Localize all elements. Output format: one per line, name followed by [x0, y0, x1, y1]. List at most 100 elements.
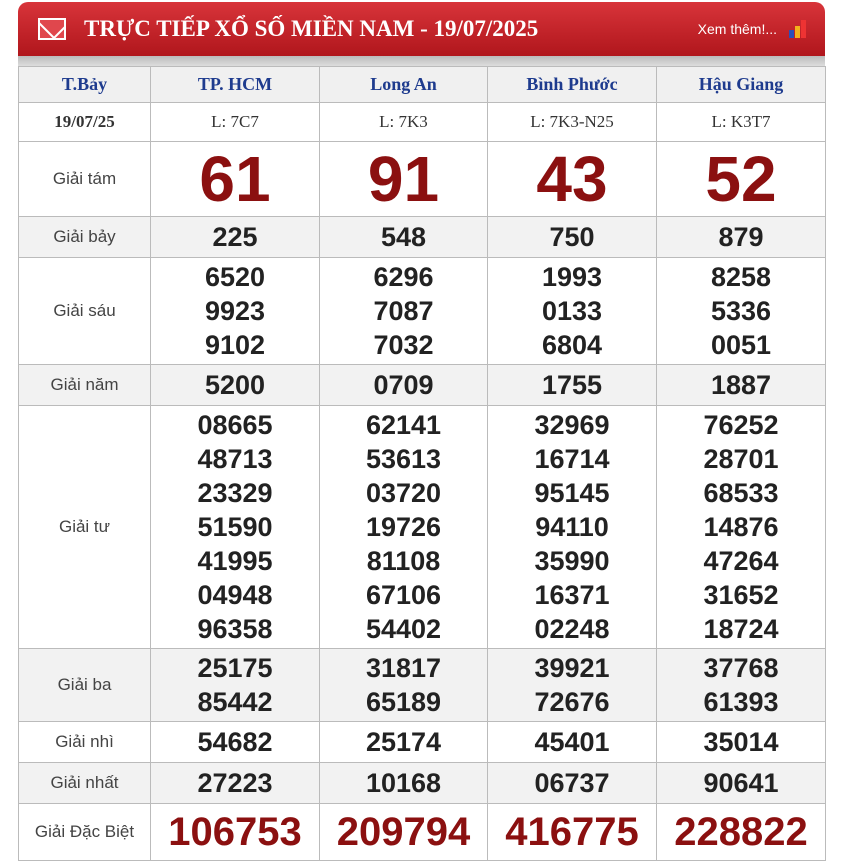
mail-icon	[38, 18, 66, 40]
prize-number: 14876	[703, 512, 779, 542]
prize-number: 68533	[703, 478, 779, 508]
province-header-row: T.Bảy TP. HCM Long An Bình Phước Hậu Gia…	[18, 66, 826, 103]
prize-cell: 37768 61393	[656, 648, 826, 722]
prize-row: Giải tư 08665 48713 23329 51590 41995 04948 963…	[18, 405, 826, 649]
prize-cell: 27223	[150, 762, 320, 804]
prize-number: 95145	[534, 478, 610, 508]
prize-label: Giải nhì	[18, 721, 151, 763]
prize-number: 65189	[365, 687, 442, 717]
prize-number: 28701	[703, 444, 779, 474]
prize-number: 6520	[204, 262, 266, 292]
prize-cell: 62141 53613 03720 19726 81108 67106 54402	[319, 405, 488, 649]
prize-cell: 08665 48713 23329 51590 41995 04948 96358	[150, 405, 320, 649]
prize-cell: 548	[319, 216, 488, 258]
prize-number: 54402	[365, 614, 442, 644]
prize-number: 7087	[373, 296, 434, 326]
prize-cell: 416775	[487, 803, 657, 861]
prize-number: 1887	[710, 370, 772, 400]
prize-cell: 35014	[656, 721, 826, 763]
prize-cell: 54682	[150, 721, 320, 763]
ticket-code: L: 7K3-N25	[487, 102, 657, 142]
province-name[interactable]: Long An	[319, 66, 488, 103]
prize-cell: 1993 0133 6804	[487, 257, 657, 365]
prize-number: 35014	[703, 727, 779, 757]
prize-number: 225	[212, 222, 258, 252]
day-label: T.Bảy	[18, 66, 151, 103]
prize-number: 91	[367, 143, 440, 215]
prize-cell: 45401	[487, 721, 657, 763]
prize-label: Giải năm	[18, 364, 151, 406]
prize-number: 7032	[373, 330, 434, 360]
prize-number: 94110	[535, 512, 609, 542]
prize-number: 106753	[168, 809, 302, 854]
prize-cell: 25174	[319, 721, 488, 763]
prize-number: 25174	[365, 727, 442, 757]
prize-cell: 52	[656, 141, 826, 217]
lottery-widget: TRỰC TIẾP XỔ SỐ MIỀN NAM - 19/07/2025 Xe…	[18, 2, 826, 861]
province-name[interactable]: TP. HCM	[150, 66, 320, 103]
prize-number: 228822	[674, 809, 808, 854]
prize-cell: 90641	[656, 762, 826, 804]
prize-number: 27223	[197, 768, 273, 798]
prize-number: 45401	[534, 727, 610, 757]
prize-number: 31652	[703, 580, 779, 610]
prize-label: Giải Đặc Biệt	[18, 803, 151, 861]
prize-number: 85442	[197, 687, 273, 717]
prize-cell: 91	[319, 141, 488, 217]
prize-number: 18724	[703, 614, 779, 644]
bar-chart-icon[interactable]	[785, 18, 811, 40]
prize-row: Giải Đặc Biệt 106753 209794 416775 228822	[18, 803, 826, 861]
prize-number: 416775	[505, 809, 639, 854]
prize-cell: 5200	[150, 364, 320, 406]
prize-cell: 31817 65189	[319, 648, 488, 722]
province-name[interactable]: Hậu Giang	[656, 66, 826, 103]
prize-number: 9102	[204, 330, 266, 360]
prize-number: 16714	[534, 444, 610, 474]
prize-number: 35990	[534, 546, 610, 576]
ticket-code: L: K3T7	[656, 102, 826, 142]
ticket-code: L: 7C7	[150, 102, 320, 142]
prize-number: 96358	[197, 614, 273, 644]
prize-number: 32969	[534, 410, 610, 440]
page-title: TRỰC TIẾP XỔ SỐ MIỀN NAM - 19/07/2025	[84, 16, 539, 41]
prize-number: 76252	[703, 410, 779, 440]
prize-number: 8258	[710, 262, 772, 292]
prize-cell: 10168	[319, 762, 488, 804]
prize-number: 0051	[710, 330, 772, 360]
see-more-link[interactable]: Xem thêm!...	[697, 21, 777, 37]
prize-number: 54682	[197, 727, 273, 757]
prize-number: 10168	[365, 768, 442, 798]
ticket-code: L: 7K3	[319, 102, 488, 142]
prize-number: 67106	[365, 580, 442, 610]
prize-number: 90641	[703, 768, 779, 798]
prize-number: 548	[380, 222, 427, 252]
prize-number: 9923	[204, 296, 266, 326]
prize-number: 23329	[197, 478, 273, 508]
prize-number: 02248	[534, 614, 610, 644]
prize-cell: 8258 5336 0051	[656, 257, 826, 365]
prize-row: Giải sáu 6520 9923 9102 6296 7087 7032 1993 0133…	[18, 257, 826, 365]
province-name[interactable]: Bình Phước	[487, 66, 657, 103]
prize-row: Giải nhì 54682 25174 45401 35014	[18, 721, 826, 763]
prize-number: 53613	[365, 444, 442, 474]
prize-number: 48713	[197, 444, 273, 474]
prize-cell: 06737	[487, 762, 657, 804]
prize-label: Giải tư	[18, 405, 151, 649]
prize-cell: 32969 16714 95145 94110 35990 16371 02248	[487, 405, 657, 649]
prize-row: Giải nhất 27223 10168 06737 90641	[18, 762, 826, 804]
prize-cell: 76252 28701 68533 14876 47264 31652 18724	[656, 405, 826, 649]
prize-number: 51590	[197, 512, 273, 542]
prize-row: Giải tám 61 91 43 52	[18, 141, 826, 217]
prize-number: 08665	[197, 410, 273, 440]
prize-number: 43	[536, 143, 608, 215]
prize-number: 0709	[373, 370, 434, 400]
prize-cell: 879	[656, 216, 826, 258]
date-row: 19/07/25 L: 7C7 L: 7K3 L: 7K3-N25 L: K3T…	[18, 102, 826, 142]
prize-number: 03720	[365, 478, 442, 508]
prize-number: 06737	[534, 768, 610, 798]
prize-cell: 1887	[656, 364, 826, 406]
prize-label: Giải nhất	[18, 762, 151, 804]
prize-label: Giải sáu	[18, 257, 151, 365]
prize-number: 62141	[365, 410, 442, 440]
prize-cell: 43	[487, 141, 657, 217]
